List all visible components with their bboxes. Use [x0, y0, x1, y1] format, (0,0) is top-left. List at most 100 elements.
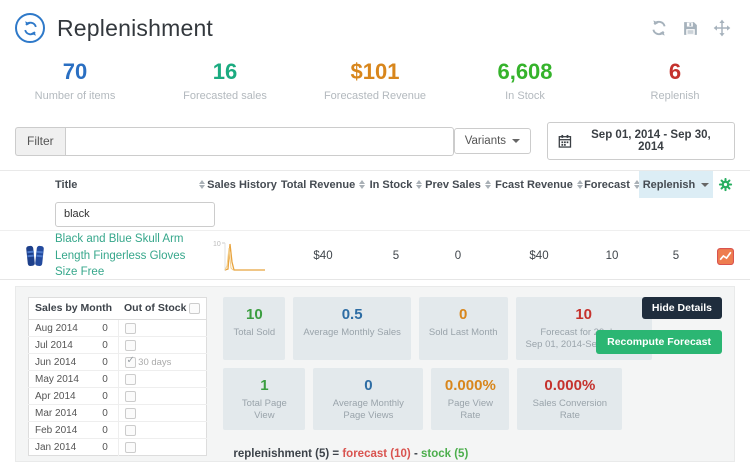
month-sales: 0	[96, 336, 119, 354]
month-row: Aug 2014 0	[28, 319, 207, 337]
formula-minus: -	[413, 448, 418, 461]
month-sales: 0	[96, 319, 119, 337]
column-label: Forecast	[584, 178, 630, 191]
column-label: Prev Sales	[425, 178, 481, 191]
gear-icon	[718, 177, 733, 192]
column-replenish[interactable]: Replenish	[639, 171, 713, 198]
month-label: Mar 2014	[28, 404, 97, 422]
sales-by-month-header: Sales by Month	[28, 297, 119, 321]
stat-box-page-view-rate: 0.000% Page View Rate	[431, 367, 510, 431]
formula-equals: =	[332, 448, 340, 461]
column-settings[interactable]	[713, 171, 738, 198]
sort-icon[interactable]	[359, 180, 366, 189]
cell-prev-sales: 0	[454, 250, 462, 262]
column-in-stock[interactable]: In Stock	[369, 171, 423, 198]
out-of-stock-checkbox[interactable]	[124, 441, 136, 453]
calendar-icon	[558, 134, 572, 148]
column-total-revenue[interactable]: Total Revenue	[277, 171, 369, 198]
variants-label: Variants	[464, 135, 507, 147]
stat-value: 6,608	[497, 59, 553, 84]
sort-icon[interactable]	[199, 180, 205, 189]
cell-replenish: 5	[672, 250, 680, 262]
out-of-stock-checkbox[interactable]	[124, 322, 136, 334]
month-label: Aug 2014	[28, 319, 97, 337]
month-label: Jan 2014	[28, 438, 97, 456]
stat-box-label: Sold Last Month	[428, 327, 498, 338]
table-search-row	[0, 198, 750, 230]
out-of-stock-checkbox[interactable]	[124, 407, 136, 419]
gloves-image	[26, 245, 44, 267]
month-row: Feb 2014 0	[28, 421, 207, 439]
out-of-stock-checkbox[interactable]	[124, 390, 136, 402]
stat-forecasted-revenue: $101 Forecasted Revenue	[300, 59, 450, 102]
month-sales: 0	[96, 438, 119, 456]
sort-icon[interactable]	[576, 180, 583, 189]
stat-box-label: Sales Conversion Rate	[532, 397, 608, 422]
cell-in-stock: 5	[392, 250, 400, 262]
replenishment-formula: replenishment (5) = forecast (10) - stoc…	[233, 448, 651, 460]
recompute-forecast-button[interactable]: Recompute Forecast	[596, 330, 722, 354]
product-title-link[interactable]: Black and Blue Skull Arm Length Fingerle…	[55, 233, 186, 279]
formula-forecast: forecast (10)	[342, 448, 411, 461]
out-of-stock-checkbox[interactable]	[124, 373, 136, 385]
date-range-picker[interactable]: Sep 01, 2014 - Sep 30, 2014	[547, 122, 735, 160]
stat-box-value: 0.5	[341, 306, 363, 323]
sort-icon[interactable]	[484, 180, 491, 189]
stat-label: Number of items	[34, 90, 116, 102]
refresh-icon[interactable]	[650, 19, 668, 37]
filter-input[interactable]	[64, 126, 454, 156]
stat-label: Forecasted Revenue	[323, 90, 427, 102]
out-of-stock-checkbox[interactable]	[124, 339, 136, 351]
move-icon[interactable]	[713, 19, 731, 37]
stat-number-of-items: 70 Number of items	[0, 59, 150, 102]
row-details-toggle[interactable]	[713, 247, 738, 265]
sales-by-month-table: Sales by Month Out of Stock Aug 2014 0 J…	[28, 297, 208, 457]
sparkline-y-max: 10	[213, 241, 221, 248]
column-title[interactable]: Title	[55, 171, 207, 198]
sort-icon[interactable]	[416, 180, 423, 189]
month-sales: 0	[96, 387, 119, 405]
stat-value: 70	[62, 59, 88, 84]
out-of-stock-select-all-checkbox[interactable]	[189, 302, 201, 314]
cell-fcast-revenue: $40	[529, 250, 549, 262]
stat-replenish: 6 Replenish	[600, 59, 750, 102]
month-row: Jan 2014 0	[28, 438, 207, 456]
month-row: Jun 2014 0 30 days	[28, 353, 207, 371]
table-header: Title Sales History Total Revenue In Sto…	[0, 170, 750, 198]
chevron-down-icon	[701, 182, 710, 187]
date-range-label: Sep 01, 2014 - Sep 30, 2014	[591, 129, 711, 153]
stat-box-label: Total Sold	[233, 327, 276, 338]
filter-group: Filter	[15, 126, 454, 156]
stat-box-label: Average Monthly Sales	[303, 327, 401, 338]
stat-box-total-sold: 10 Total Sold	[223, 297, 286, 360]
out-of-stock-checkbox[interactable]	[124, 424, 136, 436]
out-of-stock-checkbox[interactable]	[124, 355, 136, 368]
month-label: Feb 2014	[28, 421, 97, 439]
column-fcast-revenue[interactable]: Fcast Revenue	[493, 171, 585, 198]
stat-box-sold-last-month: 0 Sold Last Month	[418, 297, 508, 360]
title-search-input[interactable]	[55, 201, 215, 227]
product-thumbnail[interactable]	[15, 242, 55, 270]
summary-stats: 70 Number of items 16 Forecasted sales $…	[0, 53, 750, 118]
sales-history-sparkline: 10	[207, 236, 277, 276]
column-label: Total Revenue	[280, 178, 356, 191]
hide-details-button[interactable]: Hide Details	[641, 297, 722, 319]
variants-dropdown[interactable]: Variants	[453, 128, 532, 154]
page-title: Replenishment	[57, 14, 214, 41]
stat-in-stock: 6,608 In Stock	[450, 59, 600, 102]
stat-box-average-monthly-page-views: 0 Average Monthly Page Views	[313, 367, 424, 431]
refresh-icon	[23, 20, 37, 36]
details-stats: 10 Total Sold 0.5 Average Monthly Sales …	[223, 297, 652, 460]
column-forecast[interactable]: Forecast	[584, 171, 640, 198]
sparkline-chart: 10	[213, 241, 265, 271]
save-icon[interactable]	[682, 20, 699, 37]
chart-details-icon	[717, 247, 734, 265]
sort-icon[interactable]	[633, 180, 640, 189]
month-row: Jul 2014 0	[28, 336, 207, 354]
replenishment-refresh-icon[interactable]	[15, 13, 45, 43]
cell-total-revenue: $40	[313, 250, 333, 262]
month-row: Apr 2014 0	[28, 387, 207, 405]
stat-box-value: 10	[246, 306, 263, 323]
month-sales: 0	[96, 370, 119, 388]
column-prev-sales[interactable]: Prev Sales	[423, 171, 493, 198]
